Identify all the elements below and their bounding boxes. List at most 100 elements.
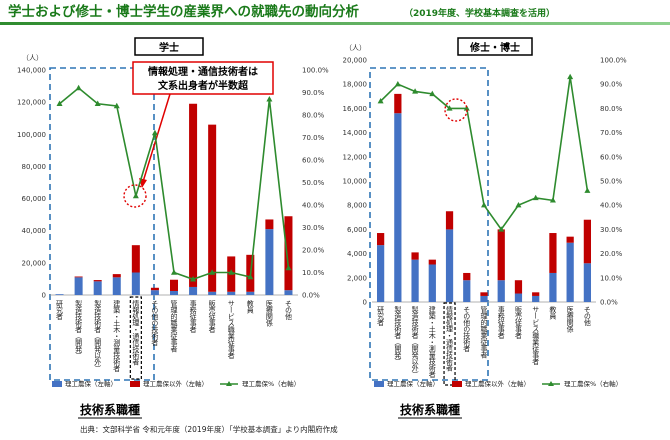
right-axis-tick-label: 40.0% <box>302 202 325 210</box>
bar-non-stem <box>394 93 402 114</box>
category-label: 製造技術者（開発以外） <box>94 299 102 371</box>
bar-non-stem <box>265 219 274 230</box>
legend-label-stem: 理工農保（左軸） <box>387 379 439 388</box>
legend-swatch-stem <box>52 381 62 387</box>
category-label: その他 <box>284 300 292 321</box>
annotation-box <box>132 61 274 95</box>
stem-share-point <box>377 97 384 104</box>
bar-non-stem <box>169 279 179 291</box>
right-axis-tick-label: 0.0% <box>600 299 618 307</box>
left-axis-tick-label: 18,000 <box>343 81 368 89</box>
stem-share-point <box>481 202 487 208</box>
right-axis-tick-label: 20.0% <box>302 247 325 255</box>
left-axis-tick-label: 16,000 <box>343 105 368 113</box>
category-label: 研究者 <box>377 306 385 327</box>
category-highlight-box <box>129 296 142 380</box>
right-axis-tick-label: 10.0% <box>302 269 325 277</box>
bar-stem <box>376 245 385 302</box>
bar-non-stem <box>532 292 540 296</box>
left-axis-tick-label: 10,000 <box>343 178 368 186</box>
stem-share-point <box>228 269 235 275</box>
stem-share-point <box>285 264 292 271</box>
bar-stem <box>394 113 402 303</box>
chart-bachelor: （人） 0 20,000 40,000 60,000 80,000 100,000 120,0… <box>17 54 329 388</box>
left-axis-tick-label: 60,000 <box>22 195 47 203</box>
panel-label-box-left <box>134 37 204 56</box>
category-label: サービス職業従事者 <box>227 300 235 360</box>
group-label-left: 技術系職種 <box>80 402 140 417</box>
bar-stem <box>169 290 179 295</box>
right-axis-tick-label: 100.0% <box>302 67 329 75</box>
legend-marker-share <box>548 381 554 386</box>
right-axis-tick-label: 60.0% <box>302 157 325 165</box>
bar-non-stem <box>566 236 574 243</box>
bar-stem <box>112 277 121 295</box>
category-label: 販売従事者 <box>208 299 216 334</box>
category-label: 事務従事者 <box>497 305 505 340</box>
stem-share-point <box>394 81 401 87</box>
left-axis-tick-label: 4,000 <box>347 250 367 258</box>
stem-share-point <box>549 197 556 203</box>
title-underline <box>0 22 670 25</box>
category-label: 製造技術者（開発） <box>75 299 83 358</box>
bar-stem <box>284 290 293 295</box>
right-axis-tick-label: 40.0% <box>600 202 623 210</box>
bar-non-stem <box>376 233 385 246</box>
source-note: 出典：文部科学省 令和元年度（2019年度）「学校基本調査」より内閣府作成 <box>80 424 338 434</box>
stem-share-point <box>94 100 101 106</box>
category-label: 建築・土木・測量技術者 <box>113 299 121 373</box>
stem-share-point <box>532 194 539 201</box>
right-axis-tick-label: 20.0% <box>600 250 623 258</box>
bar-stem <box>497 280 505 302</box>
right-axis-tick-label: 60.0% <box>600 153 623 161</box>
bar-stem <box>566 242 574 302</box>
legend-label-share: 理工農保%（右軸） <box>242 379 300 388</box>
right-axis-tick-label: 70.0% <box>302 134 325 142</box>
legend-swatch-non-stem <box>130 381 140 387</box>
stem-share-point <box>515 202 522 208</box>
right-axis-tick-label: 70.0% <box>600 129 623 137</box>
category-highlight-box <box>443 302 456 386</box>
legend-label-share: 理工農保%（右軸） <box>564 379 622 388</box>
stem-share-point <box>463 105 470 111</box>
stem-share-point <box>56 100 63 106</box>
bar-stem <box>532 295 540 302</box>
bar-stem <box>463 280 471 302</box>
legend-label-non-stem: 理工農保以外（左軸） <box>465 379 530 388</box>
left-axis-tick-label: 12,000 <box>343 153 368 161</box>
bar-stem <box>93 281 102 295</box>
chart-master-doctor: （人） 0 2,000 4,000 6,000 8,000 10,000 12,000 14,0… <box>343 44 628 388</box>
bar-non-stem <box>428 259 436 265</box>
category-label: 管理的職業従事者 <box>480 305 488 360</box>
right-axis-tick-label: 50.0% <box>600 178 623 186</box>
category-label: 建築・土木・測量技術者 <box>428 305 436 379</box>
bar-stem <box>131 272 140 295</box>
category-label: 医療関係 <box>566 306 574 334</box>
right-axis-tick-label: 30.0% <box>302 224 325 232</box>
bar-stem <box>227 291 236 295</box>
left-axis-tick-label: 2,000 <box>347 274 367 282</box>
bar-non-stem <box>480 292 488 296</box>
right-axis-tick-label: 50.0% <box>302 179 325 187</box>
category-label: その他の技術者 <box>151 300 159 347</box>
page-title: 学士および修士・博士学生の産業界への就職先の動向分析 <box>8 3 359 20</box>
left-axis-tick-label: 20,000 <box>22 259 47 267</box>
category-label: 研究者 <box>56 300 64 321</box>
stem-share-point <box>75 84 82 91</box>
left-axis-tick-label: 0 <box>363 299 367 307</box>
legend-swatch-non-stem <box>452 381 462 387</box>
stem-share-point <box>498 226 505 232</box>
bar-stem <box>445 229 454 302</box>
left-axis-tick-label: 80,000 <box>22 163 47 171</box>
category-label: 事務従事者 <box>189 299 197 334</box>
stem-share-point <box>247 273 254 280</box>
bar-stem <box>55 294 64 295</box>
bar-non-stem <box>583 219 592 264</box>
highlight-circle <box>123 184 147 208</box>
bar-non-stem <box>74 276 83 278</box>
bar-stem <box>428 264 436 302</box>
bar-non-stem <box>514 280 523 294</box>
bar-non-stem <box>445 211 454 230</box>
stem-share-point <box>266 96 273 102</box>
